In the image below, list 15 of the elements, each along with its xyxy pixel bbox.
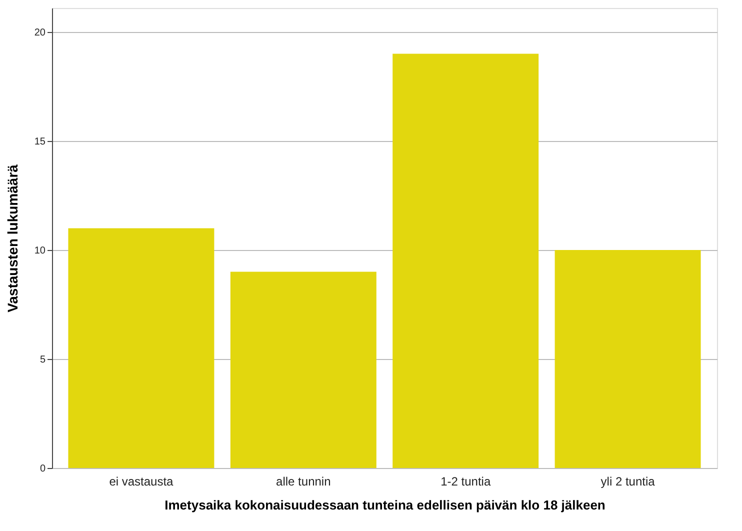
y-tick-label: 20 (34, 27, 46, 38)
x-tick-label: ei vastausta (109, 474, 174, 488)
bar (230, 272, 376, 468)
x-axis-title: Imetysaika kokonaisuudessaan tunteina edellisen päivän klo 18 jälkeen (164, 498, 606, 512)
bar (554, 250, 701, 468)
bar (392, 54, 539, 468)
y-tick-label: 5 (40, 354, 46, 366)
x-tick-label: yli 2 tuntia (600, 474, 656, 488)
bar (68, 228, 214, 468)
y-axis-title: Vastausten lukumäärä (4, 164, 20, 312)
y-tick-label: 15 (34, 136, 46, 148)
y-tick-label: 0 (40, 464, 46, 474)
x-tick-label: 1-2 tuntia (440, 474, 491, 488)
x-tick-label: alle tunnin (276, 474, 331, 488)
y-tick-label: 10 (34, 245, 46, 256)
